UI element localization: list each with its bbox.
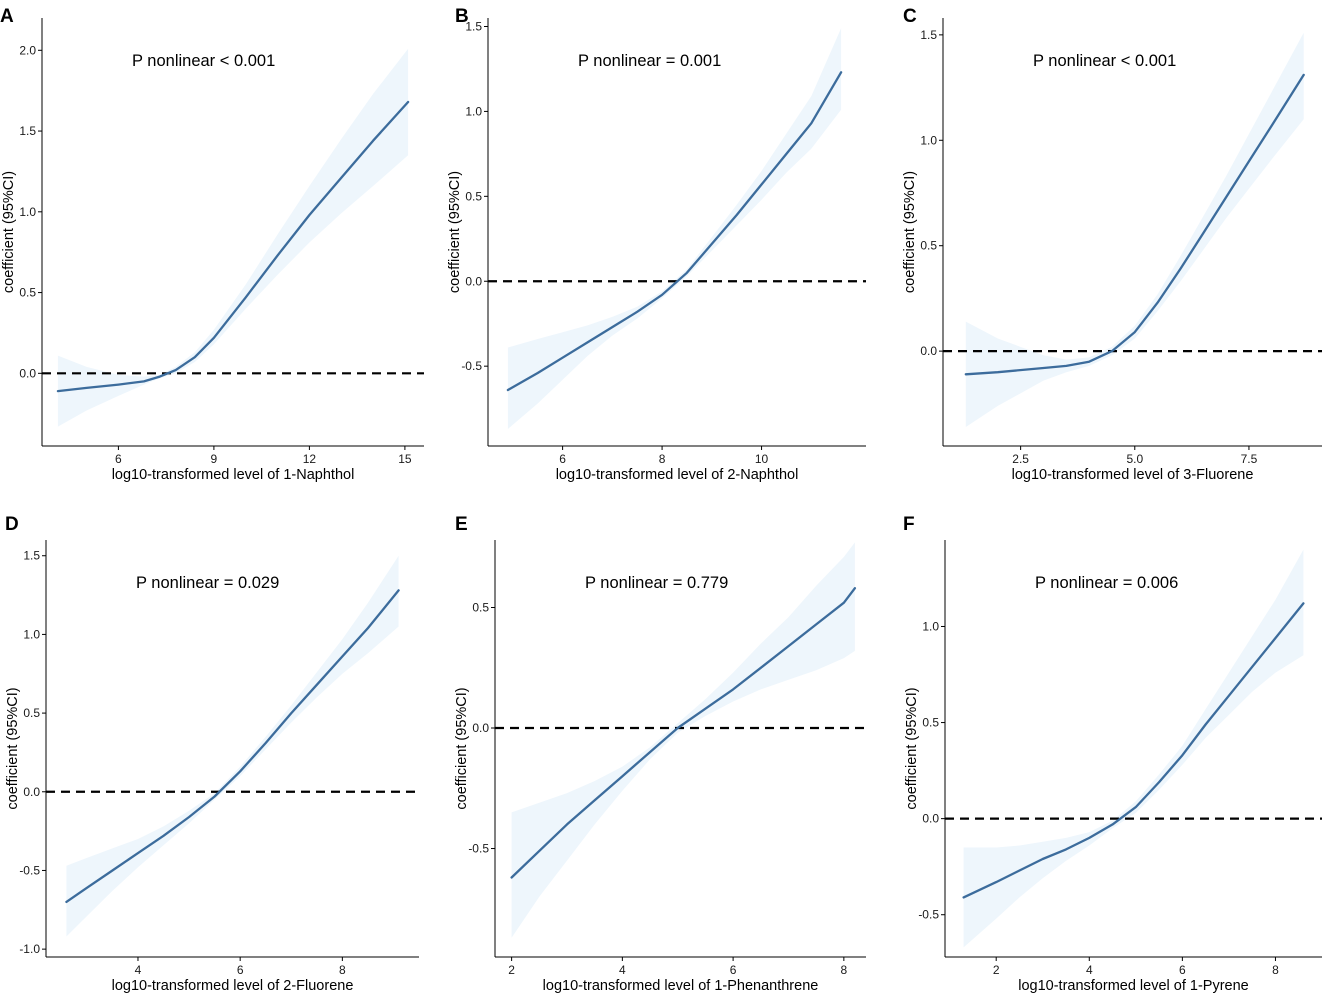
panel-a-y-tick-label: 0.5 bbox=[19, 286, 36, 300]
panel-b-y-tick-label: 0.5 bbox=[465, 189, 482, 203]
panel-d-p-nonlinear-annotation: P nonlinear = 0.029 bbox=[136, 574, 279, 592]
panel-f-y-tick-label: -0.5 bbox=[918, 908, 939, 922]
panel-e-x-axis-title: log10-transformed level of 1-Phenanthren… bbox=[543, 978, 819, 994]
panel-c-ci-band bbox=[965, 32, 1304, 428]
panel-e-fit-line bbox=[510, 587, 857, 879]
panel-f-x-tick-label: 2 bbox=[993, 963, 1000, 977]
panel-f-y-tick-label: 1.0 bbox=[922, 619, 939, 633]
panel-c-y-tick-label: 1.0 bbox=[920, 133, 937, 147]
panel-b-fit-line bbox=[506, 71, 843, 392]
panel-b-x-tick-label: 6 bbox=[559, 452, 566, 466]
panel-d-x-tick-label: 4 bbox=[135, 963, 142, 977]
panel-f-letter: F bbox=[903, 514, 915, 535]
panel-a-y-tick-label: 0.0 bbox=[19, 366, 36, 380]
panel-e-x-tick-label: 4 bbox=[619, 963, 626, 977]
panel-d-y-tick-label: 0.5 bbox=[23, 706, 40, 720]
panel-d: 4 6 8 -1.0 -0.5 0.0 0.5 1.0 1.5 log10-transformed… bbox=[5, 514, 419, 994]
panel-a-y-tick-label: 1.5 bbox=[19, 124, 36, 138]
panel-c-y-tick-label: 0.5 bbox=[920, 239, 937, 253]
panel-b-y-tick-label: 0.0 bbox=[465, 274, 482, 288]
panel-b-p-nonlinear-annotation: P nonlinear = 0.001 bbox=[578, 52, 721, 70]
panel-e-x-tick-label: 8 bbox=[841, 963, 848, 977]
panel-d-x-axis-title: log10-transformed level of 2-Fluorene bbox=[112, 978, 354, 994]
panel-f-y-tick-label: 0.5 bbox=[922, 716, 939, 730]
panel-e-y-tick-label: 0.0 bbox=[472, 721, 489, 735]
panel-a-letter: A bbox=[0, 6, 14, 27]
panel-b: 6 8 10 -0.5 0.0 0.5 1.0 1.5 log10-transformed le… bbox=[447, 6, 866, 483]
panel-f-fit-line bbox=[962, 602, 1305, 899]
panel-c-y-tick-label: 0.0 bbox=[920, 344, 937, 358]
panel-a-x-axis-title: log10-transformed level of 1-Naphthol bbox=[112, 467, 355, 483]
panel-a-x-tick-label: 6 bbox=[115, 452, 122, 466]
panel-b-y-tick-label: -0.5 bbox=[461, 359, 482, 373]
panel-d-fit-line bbox=[65, 589, 400, 904]
panel-e: 2 4 6 8 -0.5 0.0 0.5 log10-transformed level of… bbox=[454, 514, 866, 994]
panel-d-y-tick-label: -1.0 bbox=[19, 942, 40, 956]
panel-c-x-tick-label: 2.5 bbox=[1012, 452, 1029, 466]
panel-b-y-tick-label: 1.0 bbox=[465, 104, 482, 118]
panel-f-x-tick-label: 6 bbox=[1179, 963, 1186, 977]
panel-c-y-axis-title: coefficient (95%CI) bbox=[902, 171, 918, 293]
panel-f-y-tick-label: 0.0 bbox=[922, 812, 939, 826]
panel-c-fit-line bbox=[964, 73, 1305, 376]
panel-d-y-tick-label: 0.0 bbox=[23, 785, 40, 799]
panel-a-x-tick-label: 9 bbox=[211, 452, 218, 466]
panel-d-y-tick-label: 1.0 bbox=[23, 627, 40, 641]
panel-f-x-tick-label: 4 bbox=[1086, 963, 1093, 977]
panel-d-y-tick-label: -0.5 bbox=[19, 863, 40, 877]
panel-c-y-tick-label: 1.5 bbox=[920, 28, 937, 42]
panel-f-x-axis-title: log10-transformed level of 1-Pyrene bbox=[1018, 978, 1249, 994]
panel-a-x-tick-label: 12 bbox=[303, 452, 317, 466]
panel-a: 6 9 12 15 0.0 0.5 1.0 1.5 2.0 log10-transformed l… bbox=[0, 6, 424, 483]
panel-c-x-tick-label: 5.0 bbox=[1126, 452, 1143, 466]
panel-f-x-tick-label: 8 bbox=[1272, 963, 1279, 977]
panel-a-y-axis-title: coefficient (95%CI) bbox=[1, 171, 17, 293]
panel-b-ci-band bbox=[507, 28, 842, 429]
panel-e-y-axis-title: coefficient (95%CI) bbox=[454, 687, 470, 809]
panel-a-x-tick-label: 15 bbox=[398, 452, 412, 466]
panel-d-x-tick-label: 6 bbox=[237, 963, 244, 977]
panel-b-x-axis-title: log10-transformed level of 2-Naphthol bbox=[556, 467, 799, 483]
panel-e-y-tick-label: 0.5 bbox=[472, 600, 489, 614]
panel-d-y-axis-title: coefficient (95%CI) bbox=[5, 687, 21, 809]
panel-c: 2.5 5.0 7.5 0.0 0.5 1.0 1.5 log10-transformed l… bbox=[902, 6, 1322, 483]
panel-e-y-tick-label: -0.5 bbox=[468, 842, 489, 856]
panel-e-x-tick-label: 2 bbox=[508, 963, 515, 977]
panel-b-x-tick-label: 10 bbox=[755, 452, 769, 466]
panel-a-fit-line bbox=[56, 100, 410, 393]
panel-d-x-tick-label: 8 bbox=[339, 963, 346, 977]
panel-f-ci-band bbox=[963, 549, 1304, 948]
panel-e-letter: E bbox=[455, 514, 468, 535]
panel-b-x-tick-label: 8 bbox=[659, 452, 666, 466]
panel-a-ci-band bbox=[57, 48, 409, 427]
panel-a-p-nonlinear-annotation: P nonlinear < 0.001 bbox=[132, 52, 275, 70]
panel-e-ci-band bbox=[511, 542, 855, 938]
panel-c-p-nonlinear-annotation: P nonlinear < 0.001 bbox=[1033, 52, 1176, 70]
panel-c-x-tick-label: 7.5 bbox=[1241, 452, 1258, 466]
panel-b-y-tick-label: 1.5 bbox=[465, 19, 482, 33]
panel-f-p-nonlinear-annotation: P nonlinear = 0.006 bbox=[1035, 574, 1178, 592]
panel-f: 2 4 6 8 -0.5 0.0 0.5 1.0 log10-transformed level… bbox=[903, 514, 1322, 994]
panel-d-y-tick-label: 1.5 bbox=[23, 549, 40, 563]
panel-e-p-nonlinear-annotation: P nonlinear = 0.779 bbox=[585, 574, 728, 592]
panel-b-letter: B bbox=[455, 6, 469, 27]
panel-a-y-tick-label: 2.0 bbox=[19, 43, 36, 57]
panel-a-y-tick-label: 1.0 bbox=[19, 205, 36, 219]
panel-c-x-axis-title: log10-transformed level of 3-Fluorene bbox=[1012, 467, 1254, 483]
panel-d-letter: D bbox=[5, 514, 19, 535]
panel-c-letter: C bbox=[903, 6, 917, 27]
panel-d-ci-band bbox=[66, 555, 399, 937]
panel-b-y-axis-title: coefficient (95%CI) bbox=[447, 171, 463, 293]
panel-f-y-axis-title: coefficient (95%CI) bbox=[904, 687, 920, 809]
panel-e-x-tick-label: 6 bbox=[730, 963, 737, 977]
